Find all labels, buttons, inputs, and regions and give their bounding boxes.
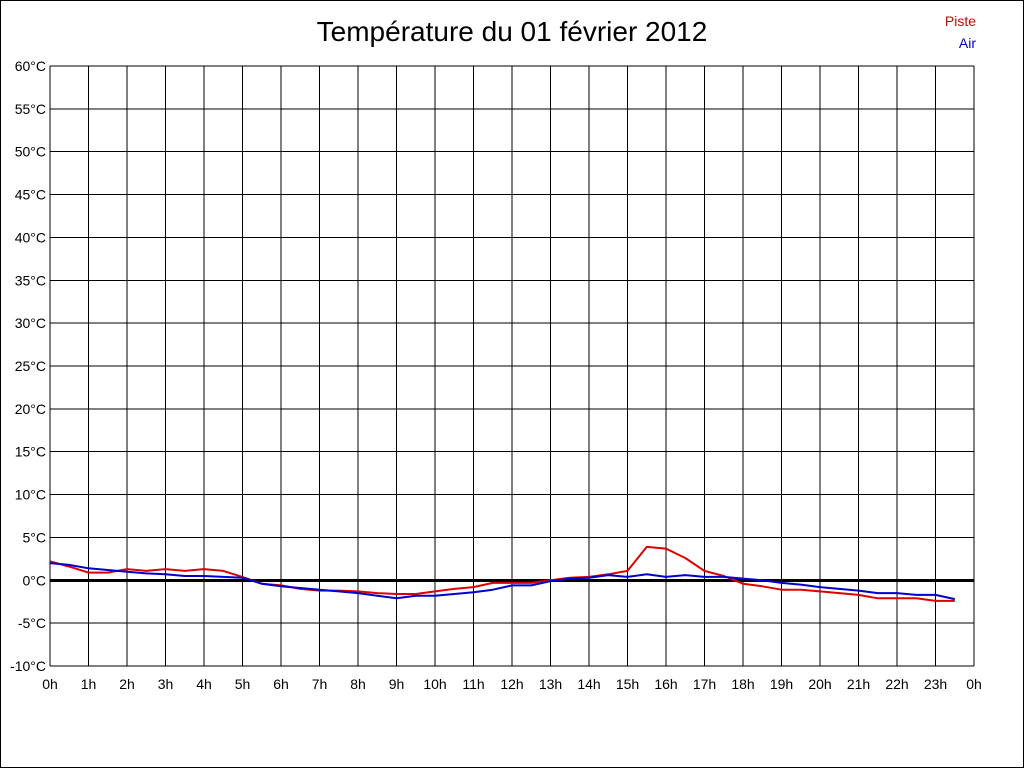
x-tick-label: 16h	[654, 676, 677, 692]
x-tick-label: 8h	[350, 676, 366, 692]
x-tick-label: 12h	[500, 676, 523, 692]
chart-title: Température du 01 février 2012	[316, 16, 708, 47]
y-tick-label: 30°C	[15, 315, 46, 331]
x-tick-label: 9h	[389, 676, 405, 692]
x-tick-label: 6h	[273, 676, 289, 692]
x-tick-label: 10h	[423, 676, 446, 692]
y-tick-label: 25°C	[15, 358, 46, 374]
x-tick-label: 2h	[119, 676, 135, 692]
x-tick-label: 5h	[235, 676, 251, 692]
x-axis-ticks: 0h 1h 2h 3h 4h 5h 6h 7h 8h 9h 10h 11h 12h 13h 14h 15h 16…	[42, 676, 982, 692]
x-tick-label: 15h	[616, 676, 639, 692]
y-tick-label: 50°C	[15, 144, 46, 160]
y-tick-label: 55°C	[15, 101, 46, 117]
series-line-air	[49, 562, 956, 601]
series-lines	[49, 545, 956, 602]
x-tick-label: 20h	[808, 676, 831, 692]
x-tick-label: 19h	[770, 676, 793, 692]
x-tick-label: 17h	[693, 676, 716, 692]
y-tick-label: 35°C	[15, 272, 46, 288]
x-tick-label: 21h	[847, 676, 870, 692]
x-tick-label: 13h	[539, 676, 562, 692]
y-tick-label: 5°C	[23, 529, 47, 545]
x-tick-label: 14h	[577, 676, 600, 692]
x-tick-label: 0h	[966, 676, 982, 692]
x-tick-label: 1h	[81, 676, 97, 692]
x-tick-label: 4h	[196, 676, 212, 692]
series-line-piste	[49, 545, 955, 602]
y-tick-label: 20°C	[15, 401, 46, 417]
y-tick-label: 40°C	[15, 229, 46, 245]
x-tick-label: 22h	[885, 676, 908, 692]
y-tick-label: 60°C	[15, 58, 46, 74]
y-tick-label: -5°C	[18, 615, 46, 631]
legend-item-piste: Piste	[944, 13, 976, 29]
legend-item-air: Air	[958, 35, 976, 51]
y-tick-label: 45°C	[15, 187, 46, 203]
y-axis-ticks: 60°C 55°C 50°C 45°C 40°C 35°C 30°C 25°C 20°C 15°C…	[10, 58, 46, 674]
y-tick-label: -10°C	[10, 658, 46, 674]
y-tick-label: 15°C	[15, 444, 46, 460]
grid	[49, 65, 975, 667]
x-tick-label: 7h	[312, 676, 328, 692]
x-tick-label: 11h	[462, 676, 484, 692]
x-tick-label: 23h	[924, 676, 947, 692]
x-tick-label: 3h	[158, 676, 174, 692]
x-tick-label: 0h	[42, 676, 58, 692]
y-tick-label: 0°C	[23, 572, 47, 588]
y-tick-label: 10°C	[15, 487, 46, 503]
x-tick-label: 18h	[731, 676, 754, 692]
